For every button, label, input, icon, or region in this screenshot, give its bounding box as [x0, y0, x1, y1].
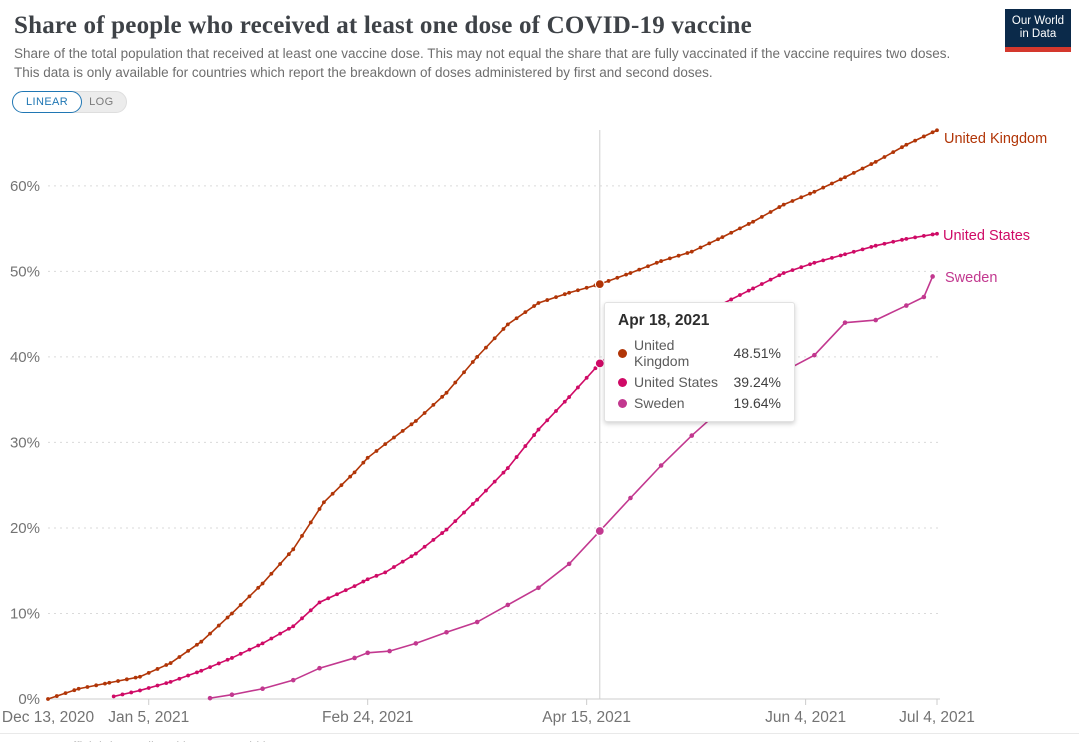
source-note: Source: Official data collated by Our Wo…	[14, 739, 304, 742]
svg-text:Jan 5, 2021: Jan 5, 2021	[108, 709, 189, 726]
log-scale-button[interactable]: LOG	[70, 91, 127, 113]
legend-united-states[interactable]: United States	[943, 228, 1031, 244]
svg-text:50%: 50%	[10, 263, 40, 280]
tooltip-row-sweden: Sweden 19.64%	[618, 395, 781, 411]
chart-subtitle: Share of the total population that recei…	[14, 46, 951, 80]
chart-footer: Source: Official data collated by Our Wo…	[0, 733, 1079, 742]
svg-text:Apr 15, 2021: Apr 15, 2021	[542, 709, 631, 726]
svg-text:20%: 20%	[10, 520, 40, 537]
hover-tooltip: Apr 18, 2021 United Kingdom 48.51% Unite…	[604, 302, 795, 422]
svg-text:30%: 30%	[10, 434, 40, 451]
svg-text:0%: 0%	[18, 691, 40, 708]
chart-title: Share of people who received at least on…	[14, 12, 752, 39]
svg-text:40%: 40%	[10, 349, 40, 366]
us-series-dot-icon	[618, 377, 627, 387]
legend-united-kingdom[interactable]: United Kingdom	[944, 131, 1048, 147]
scale-toggle: LINEAR LOG	[12, 91, 127, 113]
tooltip-row-uk: United Kingdom 48.51%	[618, 337, 781, 369]
svg-text:Jun 4, 2021: Jun 4, 2021	[765, 709, 846, 726]
svg-text:60%: 60%	[10, 178, 40, 195]
svg-text:10%: 10%	[10, 605, 40, 622]
uk-series-dot-icon	[618, 348, 627, 358]
svg-text:Jul 4, 2021: Jul 4, 2021	[899, 709, 975, 726]
tooltip-date: Apr 18, 2021	[618, 312, 710, 329]
owid-logo-red-bar	[1005, 47, 1071, 52]
tooltip-row-us: United States 39.24%	[618, 374, 781, 390]
owid-logo[interactable]: Our World in Data	[1005, 9, 1071, 52]
svg-text:Dec 13, 2020: Dec 13, 2020	[2, 709, 95, 726]
sweden-series-dot-icon	[618, 398, 627, 408]
linear-scale-button[interactable]: LINEAR	[12, 91, 83, 113]
legend-sweden[interactable]: Sweden	[945, 270, 998, 286]
owid-logo-text: Our World in Data	[1005, 9, 1071, 47]
license-link[interactable]: CC BY	[1025, 739, 1065, 742]
svg-text:Feb 24, 2021: Feb 24, 2021	[322, 709, 413, 726]
